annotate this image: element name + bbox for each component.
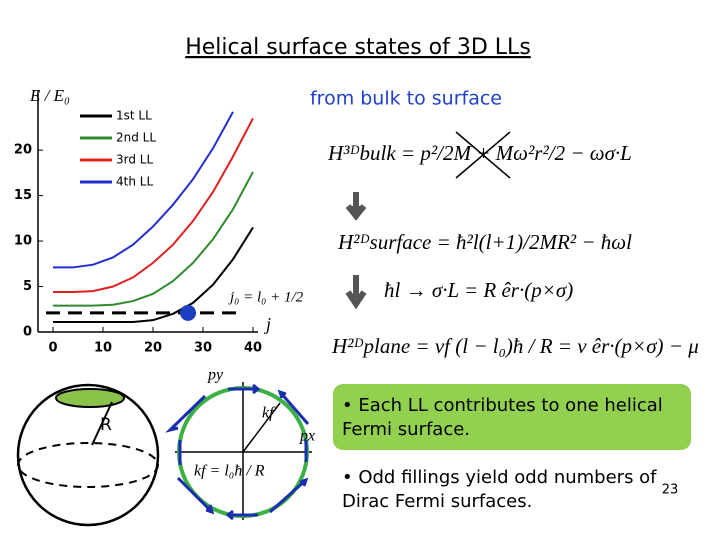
fermi-point (180, 304, 196, 321)
x-tick-label: 10 (94, 341, 112, 356)
y-tick-label: 20 (14, 143, 32, 158)
equator (17, 442, 159, 488)
annotation: j₀ = l₀ + 1/2 (228, 289, 304, 305)
chart: 0 5 10 15 20 0 10 20 30 40 E / E₀ j j₀ = l₀ + 1/2 1st… (14, 86, 304, 356)
radius-label: R (100, 415, 112, 435)
legend-label: 2nd LL (116, 131, 156, 145)
highlight-box (333, 384, 691, 450)
formula: kf = l₀ħ / R (194, 463, 265, 480)
slide-title: Helical surface states of 3D LLs (185, 35, 531, 60)
series-line (53, 111, 234, 269)
legend-label: 4th LL (116, 175, 153, 189)
bullet-text: Fermi surface. (342, 419, 470, 440)
cross-out (455, 131, 511, 179)
spin-arrows (165, 383, 310, 521)
y-axis-label: E / E₀ (29, 86, 70, 105)
kf-vector (242, 402, 281, 453)
legend-box (76, 103, 146, 195)
equation: H²ᴰplane = vf (l − l₀)ħ / R = v êr·(p×σ)… (331, 334, 699, 358)
series-line (53, 171, 254, 307)
legend-label: 3rd LL (116, 153, 153, 167)
series-line (53, 226, 254, 323)
vector-label: kf (262, 405, 276, 422)
x-tick-label: 30 (194, 341, 212, 356)
legend-label: 1st LL (116, 109, 152, 123)
x-tick-label: 20 (144, 341, 162, 356)
subtitle: from bulk to surface (310, 88, 502, 110)
x-axis-label: j (264, 314, 271, 334)
arrow (345, 275, 367, 310)
equation: H²ᴰsurface = ħ²l(l+1)/2MR² − ħωl (337, 230, 632, 254)
sphere (16, 383, 160, 527)
page-number: 23 (662, 483, 679, 498)
cap (55, 388, 125, 408)
arrow (345, 192, 367, 221)
series-line (53, 117, 254, 293)
axis-label: py (207, 367, 224, 384)
y-tick-label: 0 (23, 325, 32, 340)
bullet-text: • Each LL contributes to one helical (342, 395, 663, 416)
bullet-text: • Odd fillings yield odd numbers of (342, 467, 657, 488)
y-tick-label: 10 (14, 234, 32, 249)
radius (91, 401, 113, 446)
equation: ħl → σ·L = R êr·(p×σ) (384, 278, 573, 302)
y-tick-label: 15 (14, 188, 32, 203)
axis-label: px (299, 428, 315, 445)
bullet-text: Dirac Fermi surfaces. (342, 491, 532, 512)
x-tick-label: 0 (48, 341, 57, 356)
y-tick-label: 5 (23, 279, 32, 294)
x-tick-label: 40 (244, 341, 262, 356)
